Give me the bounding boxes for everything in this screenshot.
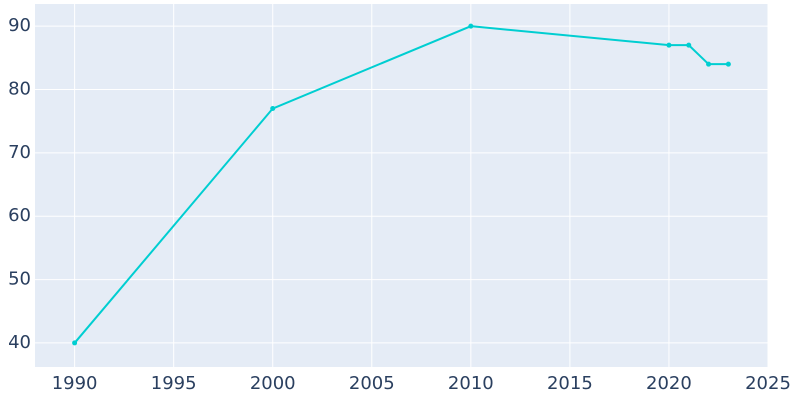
y-tick-label: 90 bbox=[8, 15, 31, 36]
point bbox=[706, 61, 712, 67]
point bbox=[666, 42, 672, 48]
point bbox=[270, 106, 276, 112]
x-tick-label: 1990 bbox=[52, 373, 98, 394]
y-tick-label: 80 bbox=[8, 79, 31, 100]
point bbox=[72, 340, 78, 346]
x-tick-label: 2025 bbox=[745, 373, 791, 394]
x-tick-label: 1995 bbox=[151, 373, 197, 394]
y-tick-label: 50 bbox=[8, 269, 31, 290]
x-tick-label: 2005 bbox=[349, 373, 395, 394]
y-tick-label: 40 bbox=[8, 332, 31, 353]
plot-area bbox=[35, 4, 768, 367]
x-tick-label: 2015 bbox=[547, 373, 593, 394]
point bbox=[725, 61, 731, 67]
x-tick-label: 2020 bbox=[646, 373, 692, 394]
x-tick-label: 2010 bbox=[448, 373, 494, 394]
point bbox=[686, 42, 692, 48]
point bbox=[468, 23, 474, 29]
y-tick-label: 60 bbox=[8, 205, 31, 226]
y-tick-label: 70 bbox=[8, 142, 31, 163]
x-tick-label: 2000 bbox=[250, 373, 296, 394]
